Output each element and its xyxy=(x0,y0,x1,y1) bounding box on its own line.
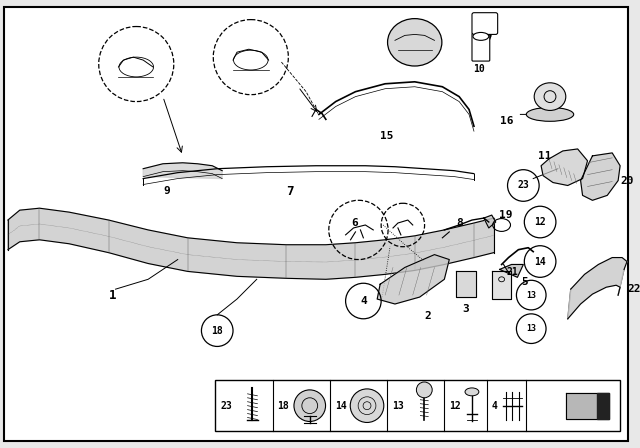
Text: 12: 12 xyxy=(449,401,461,411)
Text: 16: 16 xyxy=(500,116,513,126)
Circle shape xyxy=(294,390,326,422)
Text: 13: 13 xyxy=(392,401,404,411)
Text: 18: 18 xyxy=(278,401,289,411)
Text: 8: 8 xyxy=(456,218,463,228)
Text: 12: 12 xyxy=(534,217,546,227)
Text: 23: 23 xyxy=(518,181,529,190)
Polygon shape xyxy=(492,271,511,299)
Text: 6: 6 xyxy=(351,218,358,228)
FancyBboxPatch shape xyxy=(472,13,498,34)
Ellipse shape xyxy=(526,108,573,121)
Text: 10: 10 xyxy=(473,64,484,74)
Ellipse shape xyxy=(465,388,479,396)
Ellipse shape xyxy=(473,32,489,40)
Ellipse shape xyxy=(388,19,442,66)
FancyBboxPatch shape xyxy=(472,34,490,61)
Text: 22: 22 xyxy=(627,284,640,294)
Polygon shape xyxy=(597,393,609,418)
Text: 3: 3 xyxy=(462,304,469,314)
Polygon shape xyxy=(541,149,588,185)
FancyBboxPatch shape xyxy=(4,7,628,441)
Text: 23: 23 xyxy=(220,401,232,411)
Text: 4: 4 xyxy=(492,401,498,411)
Text: 13: 13 xyxy=(526,324,536,333)
Polygon shape xyxy=(8,208,493,279)
Polygon shape xyxy=(580,153,620,200)
Polygon shape xyxy=(377,254,449,304)
Text: 14: 14 xyxy=(534,257,546,267)
Text: 1: 1 xyxy=(109,289,116,302)
Polygon shape xyxy=(143,163,222,179)
Text: 9: 9 xyxy=(163,186,170,197)
Polygon shape xyxy=(566,393,609,418)
Text: 20: 20 xyxy=(620,176,634,185)
Circle shape xyxy=(417,382,432,398)
Text: 21: 21 xyxy=(506,267,518,277)
Text: 15: 15 xyxy=(380,131,394,141)
Polygon shape xyxy=(500,264,524,277)
Text: 13: 13 xyxy=(526,291,536,300)
Polygon shape xyxy=(456,271,476,297)
Text: 19: 19 xyxy=(499,210,512,220)
Text: 14: 14 xyxy=(335,401,346,411)
Text: 2: 2 xyxy=(424,311,431,321)
Polygon shape xyxy=(484,215,496,228)
Text: 18: 18 xyxy=(211,326,223,336)
Text: 4: 4 xyxy=(360,296,367,306)
Text: O01 48189: O01 48189 xyxy=(573,423,615,432)
Ellipse shape xyxy=(534,83,566,111)
Text: 5: 5 xyxy=(522,277,528,287)
Polygon shape xyxy=(568,258,627,319)
FancyBboxPatch shape xyxy=(215,380,620,431)
Text: 17: 17 xyxy=(479,35,493,45)
Text: 11: 11 xyxy=(538,151,552,161)
Text: 7: 7 xyxy=(286,185,294,198)
Circle shape xyxy=(350,389,384,422)
